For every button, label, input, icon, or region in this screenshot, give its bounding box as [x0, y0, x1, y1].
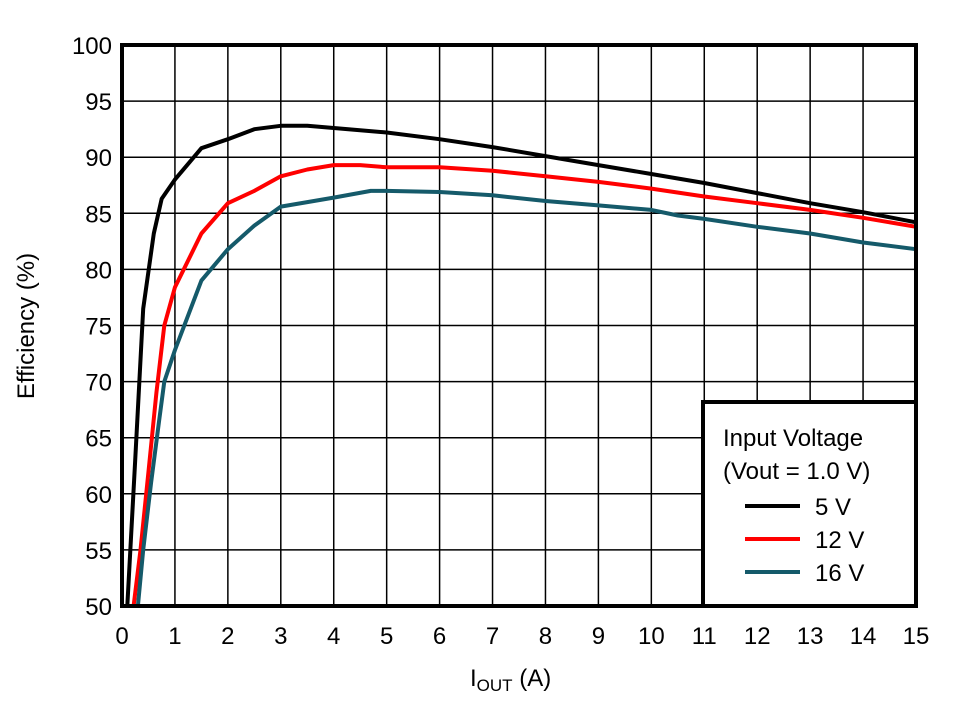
y-tick-label: 50 — [85, 594, 112, 621]
legend-entry-label: 12 V — [815, 527, 864, 554]
x-axis-title: IOUT (A) — [470, 665, 551, 695]
y-tick-label: 100 — [72, 33, 112, 60]
x-tick-label: 12 — [744, 623, 771, 650]
x-axis-ticks: 0 1 2 3 4 5 6 7 8 9 10 11 12 13 14 15 — [115, 623, 929, 650]
x-tick-label: 14 — [850, 623, 877, 650]
x-tick-label: 7 — [486, 623, 499, 650]
plot-frame — [120, 43, 918, 608]
legend-box — [701, 400, 918, 608]
y-tick-label: 75 — [85, 314, 112, 341]
x-axis-title-subscript: OUT — [477, 676, 513, 695]
legend-entry-label: 5 V — [815, 494, 851, 521]
legend-title-line1: Input Voltage — [723, 425, 863, 452]
legend-entry-label: 16 V — [815, 560, 864, 587]
y-tick-label: 90 — [85, 145, 112, 172]
legend: Input Voltage (Vout = 1.0 V) 5 V 12 V 16 V — [701, 400, 918, 608]
x-tick-label: 2 — [221, 623, 234, 650]
x-tick-label: 10 — [638, 623, 665, 650]
x-tick-label: 13 — [797, 623, 824, 650]
x-tick-label: 9 — [592, 623, 605, 650]
x-tick-label: 15 — [903, 623, 930, 650]
x-axis-title-unit: (A) — [513, 665, 552, 692]
series-line-16v — [135, 188, 917, 607]
y-tick-label: 55 — [85, 538, 112, 565]
x-axis-title-main: I — [470, 665, 477, 692]
x-tick-label: 8 — [539, 623, 552, 650]
y-tick-label: 80 — [85, 257, 112, 284]
y-tick-label: 95 — [85, 89, 112, 116]
legend-title-line2: (Vout = 1.0 V) — [723, 458, 870, 485]
y-tick-label: 60 — [85, 482, 112, 509]
series-line-5v — [125, 123, 917, 607]
x-tick-label: 3 — [274, 623, 287, 650]
y-axis-title: Efficiency (%) — [13, 253, 40, 399]
y-tick-label: 70 — [85, 370, 112, 397]
x-tick-label: 11 — [692, 623, 717, 650]
x-tick-label: 5 — [380, 623, 393, 650]
x-tick-label: 0 — [115, 623, 128, 650]
series-line-12v — [131, 163, 917, 607]
y-axis-ticks: 50 55 60 65 70 75 80 85 90 95 100 — [72, 33, 112, 621]
legend-entries: 5 V 12 V 16 V — [745, 494, 864, 587]
data-series — [125, 123, 917, 607]
y-tick-label: 85 — [85, 201, 112, 228]
x-tick-label: 6 — [433, 623, 446, 650]
x-tick-label: 4 — [327, 623, 340, 650]
y-tick-label: 65 — [85, 426, 112, 453]
x-tick-label: 1 — [168, 623, 181, 650]
